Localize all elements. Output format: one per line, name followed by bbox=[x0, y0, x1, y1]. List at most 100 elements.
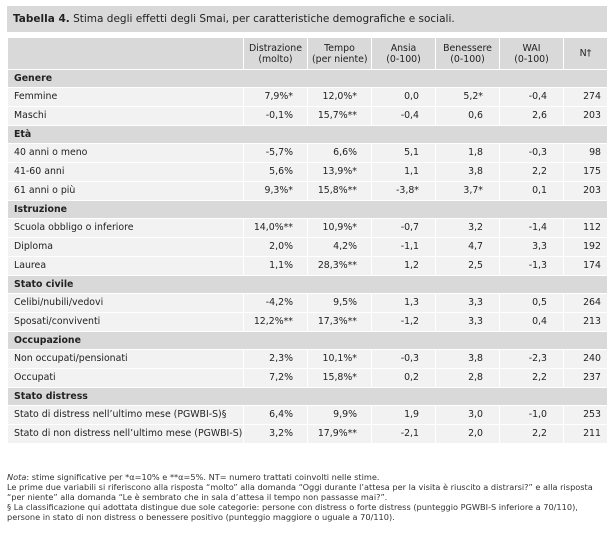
column-header-text: (per niente) bbox=[312, 53, 368, 65]
table-row: Sposati/conviventi 12,2%** 17,3%** -1,2 3,3 0… bbox=[7, 312, 608, 332]
table-cell: 3,3 bbox=[499, 237, 564, 257]
row-label: Celibi/nubili/vedovi bbox=[7, 293, 244, 313]
table-cell: 3,3 bbox=[435, 312, 500, 332]
table-cell: -1,3 bbox=[499, 256, 564, 276]
table-row: 40 anni o meno -5,7% 6,6% 5,1 1,8 -0,3 98 bbox=[7, 143, 608, 163]
table-cell: -4,2% bbox=[243, 293, 308, 313]
table-cell: 9,5% bbox=[307, 293, 372, 313]
table-cell: 4,7 bbox=[435, 237, 500, 257]
column-header bbox=[7, 37, 244, 70]
row-label: 40 anni o meno bbox=[7, 143, 244, 163]
table-cell: 1,2 bbox=[371, 256, 436, 276]
table-cell: -0,1% bbox=[243, 106, 308, 126]
table-cell: 9,3%* bbox=[243, 181, 308, 201]
table-cell: 98 bbox=[563, 143, 608, 163]
row-label: Diploma bbox=[7, 237, 244, 257]
table-cell: 2,3% bbox=[243, 349, 308, 369]
table-cell: -0,4 bbox=[371, 106, 436, 126]
note-variables: Le prime due variabili si riferiscono al… bbox=[7, 482, 593, 502]
table-cell: 274 bbox=[563, 87, 608, 107]
table-cell: 1,9 bbox=[371, 405, 436, 425]
column-header: Benessere (0-100) bbox=[435, 37, 500, 70]
table-row: Celibi/nubili/vedovi -4,2% 9,5% 1,3 3,3 0,5 26… bbox=[7, 293, 608, 313]
section-row: Istruzione bbox=[7, 200, 608, 219]
column-header: WAI (0-100) bbox=[499, 37, 564, 70]
column-header-text: Ansia bbox=[390, 42, 417, 54]
table-cell: 28,3%** bbox=[307, 256, 372, 276]
column-header-text: N† bbox=[579, 48, 592, 59]
table-cell: 9,9% bbox=[307, 405, 372, 425]
table-row: Stato di non distress nell’ultimo mese (… bbox=[7, 424, 608, 444]
column-header-text: Tempo bbox=[324, 42, 355, 54]
table-row: Scuola obbligo o inferiore 14,0%** 10,9%* -… bbox=[7, 218, 608, 238]
column-header-text: (molto) bbox=[258, 53, 293, 65]
column-header: Ansia (0-100) bbox=[371, 37, 436, 70]
table-cell: -0,3 bbox=[499, 143, 564, 163]
table-cell: 253 bbox=[563, 405, 608, 425]
table-notes: Nota: stime significative per *α=10% e *… bbox=[7, 472, 607, 522]
column-header-text: (0-100) bbox=[450, 53, 485, 65]
table-cell: 0,5 bbox=[499, 293, 564, 313]
note-classification: § La classificazione qui adottata distin… bbox=[7, 502, 578, 522]
row-label: Scuola obbligo o inferiore bbox=[7, 218, 244, 238]
table-cell: 203 bbox=[563, 181, 608, 201]
row-label: 61 anni o più bbox=[7, 181, 244, 201]
table-row: Non occupati/pensionati 2,3% 10,1%* -0,3 3,8… bbox=[7, 349, 608, 369]
row-label: Non occupati/pensionati bbox=[7, 349, 244, 369]
table-cell: 3,2 bbox=[435, 218, 500, 238]
table-cell: 174 bbox=[563, 256, 608, 276]
column-header: Tempo (per niente) bbox=[307, 37, 372, 70]
table-cell: 192 bbox=[563, 237, 608, 257]
table-cell: -3,8* bbox=[371, 181, 436, 201]
table-cell: 175 bbox=[563, 162, 608, 182]
section-row: Stato civile bbox=[7, 275, 608, 294]
note-significance-text: : stime significative per *α=10% e **α=5… bbox=[26, 472, 380, 482]
table-cell: 12,2%** bbox=[243, 312, 308, 332]
table-cell: 7,2% bbox=[243, 368, 308, 388]
table-cell: 3,7* bbox=[435, 181, 500, 201]
table-cell: 3,8 bbox=[435, 349, 500, 369]
table-cell: 2,8 bbox=[435, 368, 500, 388]
table-cell: -5,7% bbox=[243, 143, 308, 163]
table-cell: 3,0 bbox=[435, 405, 500, 425]
table-cell: 211 bbox=[563, 424, 608, 444]
table-cell: 15,7%** bbox=[307, 106, 372, 126]
table-cell: 1,3 bbox=[371, 293, 436, 313]
table-cell: 264 bbox=[563, 293, 608, 313]
table-cell: -0,7 bbox=[371, 218, 436, 238]
section-row: Genere bbox=[7, 69, 608, 88]
table-cell: -2,1 bbox=[371, 424, 436, 444]
table-cell: 15,8%** bbox=[307, 181, 372, 201]
table-cell: 0,0 bbox=[371, 87, 436, 107]
table-cell: -2,3 bbox=[499, 349, 564, 369]
table-cell: 2,6 bbox=[499, 106, 564, 126]
note-label: Nota bbox=[7, 472, 27, 482]
note-significance: Nota: stime significative per *α=10% e *… bbox=[7, 472, 607, 482]
table-cell: 240 bbox=[563, 349, 608, 369]
table-cell: 237 bbox=[563, 368, 608, 388]
caption-text: Stima degli effetti degli Smai, per cara… bbox=[69, 13, 455, 25]
column-header-text: Benessere bbox=[443, 42, 492, 54]
column-header-text: (0-100) bbox=[386, 53, 421, 65]
table-cell: 2,2 bbox=[499, 424, 564, 444]
table-cell: 2,0 bbox=[435, 424, 500, 444]
table-cell: 0,6 bbox=[435, 106, 500, 126]
table-cell: 17,3%** bbox=[307, 312, 372, 332]
section-row: Stato distress bbox=[7, 387, 608, 406]
table-cell: 12,0%* bbox=[307, 87, 372, 107]
table-row: Laurea 1,1% 28,3%** 1,2 2,5 -1,3 174 bbox=[7, 256, 608, 276]
table-cell: 5,2* bbox=[435, 87, 500, 107]
table-cell: 6,4% bbox=[243, 405, 308, 425]
table-cell: 4,2% bbox=[307, 237, 372, 257]
table-row: Femmine 7,9%* 12,0%* 0,0 5,2* -0,4 274 bbox=[7, 87, 608, 107]
table-cell: 112 bbox=[563, 218, 608, 238]
table-cell: 7,9%* bbox=[243, 87, 308, 107]
table-cell: 10,1%* bbox=[307, 349, 372, 369]
table-cell: 17,9%** bbox=[307, 424, 372, 444]
table-cell: 2,2 bbox=[499, 368, 564, 388]
table-cell: 213 bbox=[563, 312, 608, 332]
table-cell: 0,2 bbox=[371, 368, 436, 388]
table-cell: -0,3 bbox=[371, 349, 436, 369]
section-title: Stato distress bbox=[7, 387, 608, 406]
